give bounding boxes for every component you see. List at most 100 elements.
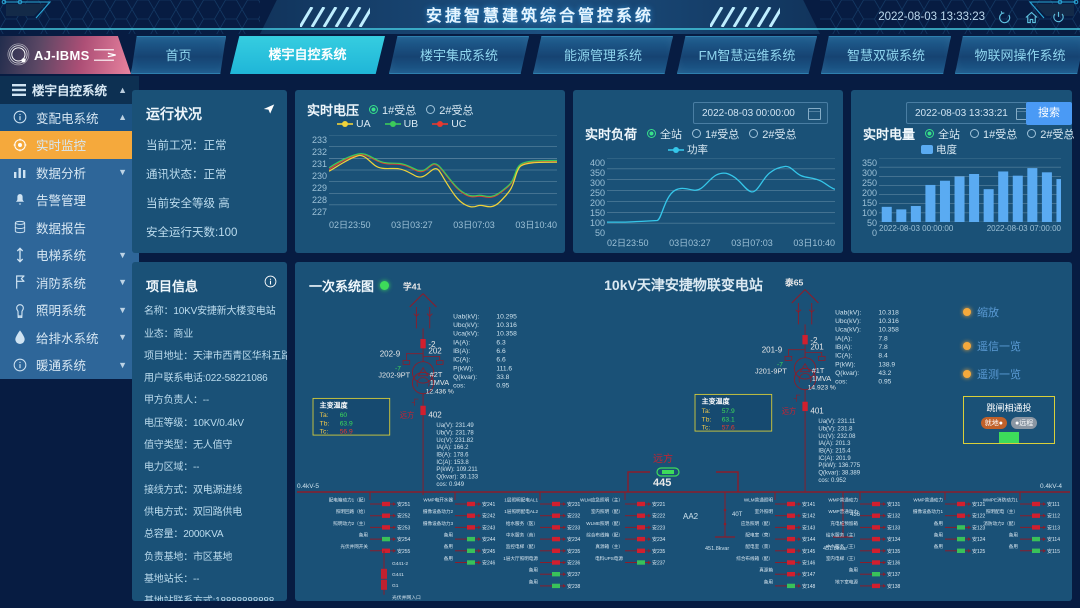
svg-text:12.436 %: 12.436 % [426, 389, 454, 396]
svg-text:AA2: AA2 [683, 512, 699, 521]
svg-text:Uc(V): 231.82: Uc(V): 231.82 [436, 438, 474, 444]
svg-text:cos:: cos: [453, 383, 465, 390]
svg-text:IA(A):: IA(A): [835, 335, 852, 342]
svg-text:消防动力2（配）: 消防动力2（配） [983, 520, 1018, 527]
svg-text:451.8kvar: 451.8kvar [705, 546, 729, 552]
svg-text:Q(kvar):: Q(kvar): [835, 370, 859, 377]
svg-text:IB(A):: IB(A): [453, 348, 470, 355]
svg-text:安144: 安144 [802, 536, 816, 543]
svg-text:Q(kvar): 30.133: Q(kvar): 30.133 [436, 474, 478, 480]
svg-text:0.95: 0.95 [496, 383, 509, 390]
svg-text:安241: 安241 [482, 501, 496, 508]
svg-text:445: 445 [653, 477, 671, 489]
svg-text:56.9: 56.9 [340, 429, 353, 436]
svg-text:备用: 备用 [444, 532, 454, 539]
svg-text:备用: 备用 [359, 532, 369, 539]
svg-text:室内电梯（王）: 室内电梯（王） [826, 555, 858, 562]
svg-text:IC(A): 201.9: IC(A): 201.9 [818, 456, 851, 462]
svg-text:室内照明（配）: 室内照明（配） [591, 508, 623, 515]
svg-text:WMPE消防动力1: WMPE消防动力1 [983, 496, 1019, 503]
svg-text:安254: 安254 [397, 536, 411, 543]
svg-text:备用: 备用 [529, 578, 539, 585]
svg-text:安231: 安231 [567, 501, 581, 508]
svg-text:主变温度: 主变温度 [320, 401, 349, 410]
svg-text:配电室（营）: 配电室（营） [745, 532, 773, 539]
svg-text:摄像设备动力1: 摄像设备动力1 [913, 508, 944, 515]
svg-text:真源箱（主）: 真源箱（主） [595, 543, 623, 550]
svg-text:安143: 安143 [802, 524, 816, 531]
svg-text:综合布线箱（配）: 综合布线箱（配） [586, 532, 623, 539]
svg-text:安136: 安136 [887, 560, 901, 567]
svg-text:应急照明（配）: 应急照明（配） [741, 520, 773, 527]
svg-text:中水服务（王）: 中水服务（王） [826, 543, 858, 550]
svg-text:1MVA: 1MVA [812, 374, 832, 383]
svg-text:IC(A):: IC(A): [453, 357, 471, 364]
svg-text:cos: 0.952: cos: 0.952 [818, 478, 846, 484]
svg-text:WMP普通动力: WMP普通动力 [828, 508, 858, 515]
svg-text:WMP普通动力: WMP普通动力 [828, 496, 858, 503]
svg-text:安255: 安255 [397, 548, 411, 555]
svg-text:摄像设备动力2: 摄像设备动力2 [423, 508, 454, 515]
svg-text:J202-9PT: J202-9PT [378, 371, 410, 380]
svg-text:给水服务（主）: 给水服务（主） [826, 532, 858, 539]
svg-text:远方: 远方 [400, 411, 415, 420]
svg-text:综合布线箱（配）: 综合布线箱（配） [736, 555, 773, 562]
svg-text:学41: 学41 [403, 281, 421, 292]
svg-text:WMP电开水器: WMP电开水器 [423, 496, 453, 503]
svg-text:泰65: 泰65 [784, 277, 803, 288]
svg-text:安145: 安145 [802, 548, 816, 555]
svg-text:138.9: 138.9 [878, 361, 895, 368]
svg-text:WLM普通照明: WLM普通照明 [744, 496, 773, 503]
svg-text:Q(kvar):: Q(kvar): [453, 374, 477, 381]
svg-text:摄像设备动力3: 摄像设备动力3 [423, 520, 454, 527]
svg-text:地下室电源: 地下室电源 [835, 578, 858, 585]
svg-text:安137: 安137 [887, 571, 901, 578]
svg-text:安134: 安134 [887, 536, 901, 543]
svg-text:Tc:: Tc: [702, 425, 711, 432]
svg-text:光伏并网入口: 光伏并网入口 [392, 594, 421, 601]
svg-text:安237: 安237 [652, 560, 666, 567]
svg-text:Uab(kV):: Uab(kV): [453, 313, 479, 320]
svg-text:202: 202 [428, 347, 442, 356]
svg-text:0.4kV-4: 0.4kV-4 [1040, 483, 1062, 490]
svg-text:IA(A): 201.3: IA(A): 201.3 [818, 441, 851, 447]
svg-text:安237: 安237 [567, 571, 581, 578]
svg-text:安114: 安114 [1047, 536, 1060, 543]
svg-text:安132: 安132 [887, 513, 901, 520]
svg-text:Ta:: Ta: [702, 408, 711, 415]
svg-text:57.9: 57.9 [722, 408, 735, 415]
svg-text:真源箱: 真源箱 [759, 567, 773, 574]
svg-text:G441: G441 [392, 572, 404, 578]
svg-text:10.358: 10.358 [878, 327, 899, 334]
svg-text:60: 60 [340, 412, 348, 419]
svg-text:光伏并网开关: 光伏并网开关 [340, 543, 368, 550]
svg-text:安112: 安112 [1047, 513, 1060, 520]
svg-text:备用: 备用 [1009, 543, 1019, 550]
svg-text:WLM应急照明（主）: WLM应急照明（主） [580, 496, 623, 503]
svg-text:40T: 40T [732, 512, 743, 518]
svg-text:备用: 备用 [934, 520, 944, 527]
svg-text:中水服务（商）: 中水服务（商） [506, 532, 538, 539]
svg-text:给水服务（医）: 给水服务（医） [506, 520, 538, 527]
svg-text:IB(A):: IB(A): [835, 344, 852, 351]
svg-text:安111: 安111 [1047, 501, 1060, 508]
svg-text:201-9: 201-9 [762, 345, 783, 354]
svg-text:安124: 安124 [972, 536, 986, 543]
svg-text:远方: 远方 [653, 452, 673, 465]
svg-text:7.8: 7.8 [878, 344, 888, 351]
svg-text:Tc:: Tc: [320, 429, 329, 436]
svg-text:安115: 安115 [1047, 548, 1060, 555]
svg-text:备用: 备用 [849, 567, 859, 574]
svg-text:安221: 安221 [652, 501, 666, 508]
svg-text:安242: 安242 [482, 513, 496, 520]
svg-text:IA(A): 166.2: IA(A): 166.2 [436, 445, 469, 451]
svg-text:远方: 远方 [782, 407, 797, 416]
svg-text:1层大厅照明电源: 1层大厅照明电源 [503, 555, 538, 562]
svg-text:Ub(V): 231.78: Ub(V): 231.78 [436, 430, 474, 436]
svg-text:10.358: 10.358 [496, 331, 517, 338]
svg-text:安135: 安135 [887, 548, 901, 555]
svg-text:Uc(V): 232.08: Uc(V): 232.08 [818, 434, 856, 440]
svg-text:安131: 安131 [887, 501, 901, 508]
svg-text:WLME照明（配）: WLME照明（配） [586, 521, 623, 527]
svg-text:主变温度: 主变温度 [702, 397, 731, 406]
